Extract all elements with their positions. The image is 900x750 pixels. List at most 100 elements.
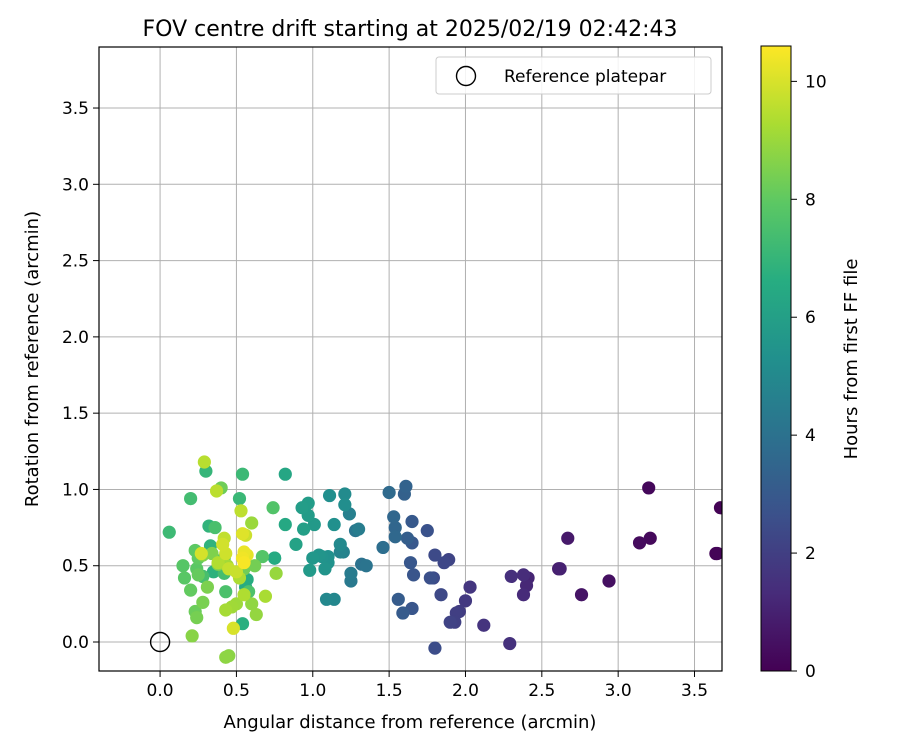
- data-point: [190, 611, 204, 625]
- data-point: [245, 516, 259, 530]
- data-point: [403, 556, 418, 570]
- y-tick-label: 3.0: [62, 175, 89, 195]
- data-point: [516, 588, 531, 602]
- data-point: [234, 504, 248, 518]
- data-point: [319, 592, 334, 606]
- data-point: [643, 531, 657, 545]
- data-point: [338, 498, 352, 512]
- data-point: [396, 606, 410, 620]
- reference-marker-layer: [149, 631, 171, 653]
- x-axis-label: Angular distance from reference (arcmin): [224, 712, 597, 733]
- data-point: [400, 531, 415, 545]
- data-point: [237, 588, 251, 602]
- y-tick-label: 2.5: [62, 252, 89, 272]
- data-point: [269, 566, 283, 580]
- colorbar-gradient: [760, 45, 792, 672]
- data-point: [235, 527, 250, 541]
- data-point: [327, 517, 341, 532]
- plot-area-frame: [98, 46, 723, 672]
- data-point: [255, 549, 269, 564]
- y-tick-label: 3.5: [62, 99, 89, 119]
- colorbar-tick-label: 10: [805, 72, 827, 92]
- colorbar-tick-label: 2: [805, 544, 816, 564]
- data-point: [423, 571, 437, 585]
- data-point: [196, 595, 210, 609]
- data-point: [391, 592, 405, 606]
- data-point: [235, 467, 250, 481]
- data-point: [237, 556, 251, 570]
- data-point: [248, 559, 262, 573]
- data-point: [216, 537, 230, 551]
- data-point: [561, 531, 575, 545]
- colorbar-tick-label: 0: [805, 662, 816, 682]
- colorbar-label: Hours from first FF file: [841, 259, 862, 460]
- data-point: [443, 615, 457, 629]
- data-point: [232, 491, 247, 506]
- data-point: [162, 525, 176, 539]
- data-point: [434, 588, 448, 602]
- data-point: [428, 641, 442, 655]
- data-point: [211, 556, 225, 570]
- data-point: [405, 514, 419, 529]
- grid: [99, 47, 722, 671]
- data-point: [177, 571, 192, 585]
- data-point: [295, 501, 309, 515]
- data-points: [162, 455, 722, 664]
- x-tick-label: 2.5: [528, 681, 555, 701]
- data-point: [322, 488, 337, 503]
- x-tick-label: 0.5: [223, 681, 250, 701]
- data-point: [219, 603, 233, 617]
- colorbar-tick-label: 8: [805, 190, 816, 210]
- data-point: [245, 597, 259, 611]
- data-point: [382, 485, 396, 500]
- data-point: [406, 568, 421, 582]
- data-point: [318, 562, 332, 576]
- data-point: [713, 501, 722, 515]
- data-point: [477, 618, 491, 632]
- data-point: [184, 583, 198, 597]
- x-tick-label: 1.5: [376, 681, 403, 701]
- x-axis-ticks: 0.0 0.5 1.0 1.5 2.0 2.5 3.0 3.5: [147, 671, 708, 701]
- data-point: [420, 524, 434, 538]
- x-tick-label: 1.0: [299, 681, 326, 701]
- data-point: [503, 636, 517, 651]
- data-point: [553, 562, 567, 576]
- legend: Reference platepar: [435, 56, 712, 95]
- colorbar: 0 2 4 6 8 10 Hours from first FF file: [760, 45, 862, 682]
- data-point: [266, 501, 280, 515]
- data-point: [516, 568, 531, 582]
- data-point: [297, 522, 311, 536]
- y-axis-ticks: 0.0 0.5 1.0 1.5 2.0 2.5 3.0 3.5: [62, 99, 99, 653]
- data-point: [194, 546, 208, 561]
- data-point: [388, 520, 402, 535]
- x-tick-label: 0.0: [147, 681, 174, 701]
- data-point: [191, 568, 205, 582]
- data-point: [289, 537, 303, 551]
- y-tick-label: 2.0: [62, 328, 89, 348]
- data-point: [333, 537, 347, 551]
- data-point: [344, 566, 358, 580]
- x-tick-label: 2.0: [452, 681, 479, 701]
- y-tick-label: 1.0: [62, 480, 89, 500]
- data-point: [351, 522, 366, 536]
- data-point: [219, 650, 233, 664]
- data-point: [303, 563, 317, 577]
- colorbar-tick-label: 6: [805, 308, 816, 328]
- data-point: [208, 520, 222, 535]
- data-point: [338, 487, 352, 501]
- data-point: [359, 559, 373, 573]
- data-point: [399, 479, 413, 493]
- data-point: [200, 580, 215, 594]
- data-point: [437, 556, 451, 570]
- legend-entry-reference-platepar: Reference platepar: [504, 67, 666, 87]
- data-point: [258, 589, 273, 603]
- data-point: [710, 546, 722, 561]
- y-axis-label: Rotation from reference (arcmin): [22, 211, 43, 507]
- chart-title: FOV centre drift starting at 2025/02/19 …: [143, 17, 678, 42]
- data-point: [463, 580, 477, 594]
- data-point: [632, 536, 647, 550]
- data-point: [428, 548, 442, 562]
- colorbar-ticks: 0 2 4 6 8 10: [791, 72, 827, 682]
- data-point: [249, 607, 263, 622]
